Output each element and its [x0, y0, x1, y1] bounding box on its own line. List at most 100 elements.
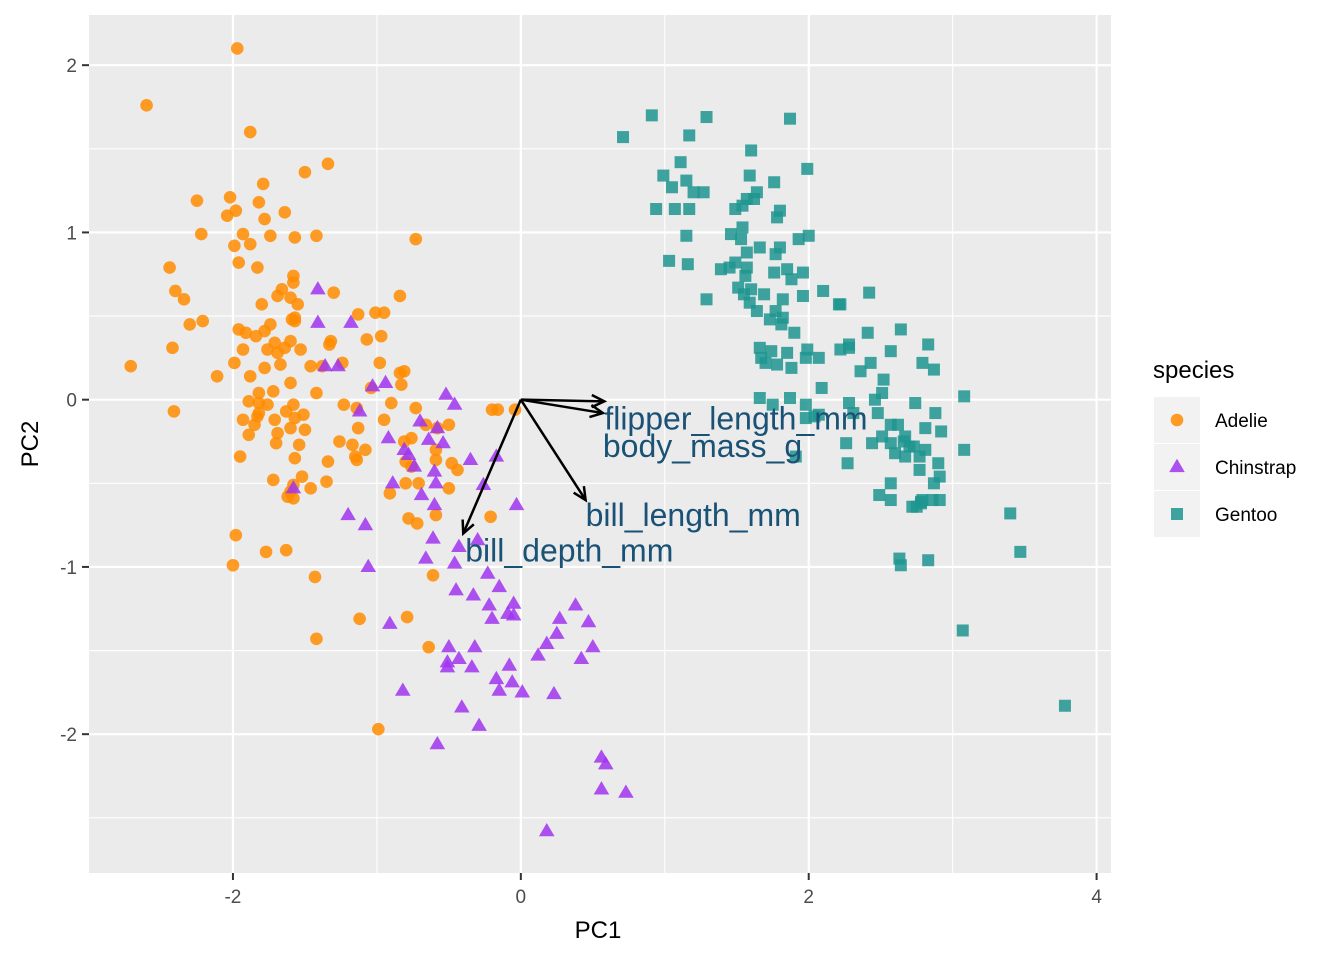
- adelie-point: [169, 284, 182, 298]
- gentoo-point: [657, 169, 670, 182]
- chinstrap-point: [466, 639, 483, 653]
- x-tick-label: 2: [803, 887, 814, 908]
- gentoo-point: [863, 286, 876, 299]
- adelie-point: [377, 413, 391, 427]
- adelie-point: [399, 477, 412, 490]
- adelie-point: [278, 206, 292, 219]
- chinstrap-point: [418, 550, 434, 564]
- gentoo-point: [788, 326, 801, 339]
- adelie-point: [271, 289, 284, 303]
- adelie-point: [271, 346, 284, 360]
- adelie-point: [194, 227, 208, 241]
- gentoo-point: [714, 263, 727, 276]
- adelie-point: [393, 289, 407, 303]
- gentoo-point: [933, 494, 946, 507]
- adelie-point: [350, 453, 364, 467]
- y-axis-title: PC2: [17, 421, 44, 468]
- series-adelie: [124, 42, 522, 736]
- chinstrap-point: [585, 639, 601, 653]
- adelie-point: [410, 517, 424, 530]
- gentoo-point: [663, 254, 676, 267]
- y-tick-label: -1: [60, 558, 77, 579]
- loading-label-flipper_length_mm: flipper_length_mm: [604, 400, 867, 436]
- adelie-point: [327, 286, 341, 299]
- gentoo-point: [864, 356, 877, 369]
- gentoo-point: [789, 450, 802, 463]
- gentoo-point: [736, 221, 749, 234]
- gentoo-point: [907, 440, 920, 453]
- adelie-point: [242, 395, 256, 408]
- adelie-point: [310, 632, 323, 646]
- adelie-point: [292, 438, 306, 452]
- chinstrap-point: [514, 684, 531, 698]
- gentoo-point: [910, 500, 923, 513]
- chinstrap-point: [360, 558, 377, 573]
- adelie-point: [409, 232, 423, 246]
- axes: -2 0 2 4 -2 -1 0 1 2: [60, 56, 1102, 908]
- chinstrap-point: [395, 682, 411, 696]
- adelie-point: [264, 229, 277, 243]
- chinstrap-point: [538, 822, 555, 837]
- chinstrap-point: [567, 597, 584, 611]
- gentoo-point: [817, 284, 830, 297]
- gentoo-point: [815, 381, 828, 394]
- adelie-point: [295, 470, 309, 483]
- loading-arrow-bill_length_mm: [519, 399, 587, 501]
- legend-label-adelie: Adelie: [1215, 411, 1268, 432]
- adelie-point: [236, 343, 250, 356]
- chinstrap-point: [426, 463, 443, 477]
- gentoo-point: [894, 559, 907, 572]
- chinstrap-point: [357, 516, 374, 531]
- gentoo-point: [753, 392, 766, 405]
- adelie-point: [288, 451, 302, 465]
- adelie-point: [451, 463, 464, 477]
- gentoo-point: [843, 397, 856, 410]
- gentoo-point: [894, 323, 907, 336]
- chinstrap-point: [340, 506, 356, 521]
- adelie-point: [258, 361, 271, 375]
- arrowhead-bill_length_mm: [573, 485, 588, 503]
- gentoo-point: [889, 447, 902, 460]
- adelie-point: [308, 570, 322, 584]
- adelie-point: [196, 314, 210, 328]
- chinstrap-point: [488, 670, 505, 685]
- adelie-point: [269, 436, 283, 450]
- adelie-point: [395, 378, 408, 391]
- x-axis-title: PC1: [575, 917, 622, 944]
- chinstrap-point: [505, 607, 522, 621]
- adelie-point: [232, 256, 246, 269]
- gentoo-point: [841, 457, 854, 470]
- adelie-point: [346, 438, 359, 452]
- adelie-point: [177, 293, 191, 306]
- gentoo-point: [785, 361, 798, 374]
- chinstrap-point: [573, 650, 590, 665]
- chinstrap-point: [435, 434, 451, 449]
- adelie-point: [337, 398, 351, 411]
- adelie-point: [422, 640, 436, 654]
- chinstrap-point: [412, 413, 428, 427]
- gentoo-point: [834, 298, 847, 311]
- loading-arrow-flipper_length_mm: [520, 398, 605, 403]
- gentoo-point: [812, 351, 825, 364]
- gentoo-point: [796, 289, 809, 302]
- adelie-point: [243, 237, 257, 251]
- gentoo-point: [753, 341, 766, 354]
- adelie-point: [190, 194, 204, 207]
- chinstrap-point: [343, 314, 359, 328]
- gentoo-point: [958, 443, 971, 456]
- chinstrap-point: [380, 429, 397, 444]
- chinstrap-point: [439, 659, 456, 673]
- adelie-point: [369, 306, 382, 320]
- adelie-point: [372, 722, 385, 736]
- gentoo-point: [681, 258, 694, 271]
- gentoo-point: [922, 338, 935, 351]
- legend: species Adelie Chinstrap Gentoo: [1153, 357, 1296, 537]
- loading-label-body_mass_g: body_mass_g: [603, 428, 802, 464]
- gentoo-point: [785, 273, 798, 286]
- chinstrap-point: [501, 657, 518, 671]
- gentoo-point: [866, 437, 879, 450]
- adelie-point: [251, 261, 264, 274]
- chinstrap-point: [481, 597, 497, 611]
- adelie-point: [248, 418, 261, 432]
- chinstrap-point: [451, 538, 467, 552]
